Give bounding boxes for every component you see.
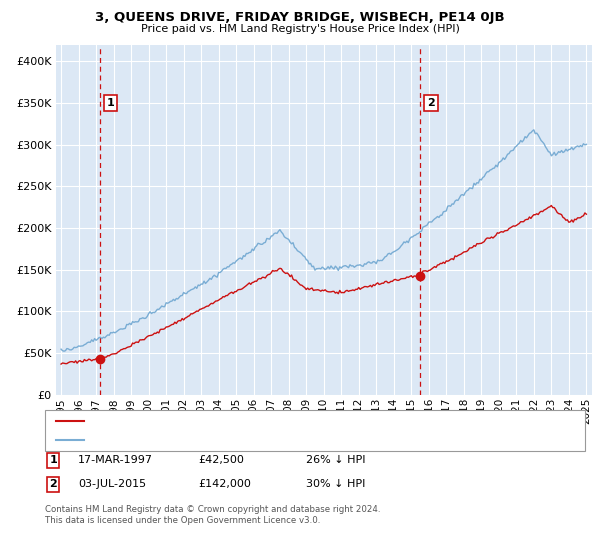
Text: £42,500: £42,500 [198, 455, 244, 465]
Text: 3, QUEENS DRIVE, FRIDAY BRIDGE, WISBECH, PE14 0JB: 3, QUEENS DRIVE, FRIDAY BRIDGE, WISBECH,… [95, 11, 505, 24]
Text: 3, QUEENS DRIVE, FRIDAY BRIDGE, WISBECH, PE14 0JB (detached house): 3, QUEENS DRIVE, FRIDAY BRIDGE, WISBECH,… [91, 417, 449, 426]
Text: 2: 2 [427, 98, 435, 108]
Text: 26% ↓ HPI: 26% ↓ HPI [306, 455, 365, 465]
Text: Price paid vs. HM Land Registry's House Price Index (HPI): Price paid vs. HM Land Registry's House … [140, 24, 460, 34]
Text: 17-MAR-1997: 17-MAR-1997 [78, 455, 153, 465]
Text: 03-JUL-2015: 03-JUL-2015 [78, 479, 146, 489]
Text: 2: 2 [49, 479, 57, 489]
Text: Contains HM Land Registry data © Crown copyright and database right 2024.
This d: Contains HM Land Registry data © Crown c… [45, 505, 380, 525]
Text: HPI: Average price, detached house, Fenland: HPI: Average price, detached house, Fenl… [91, 435, 311, 445]
Text: 1: 1 [107, 98, 115, 108]
Text: £142,000: £142,000 [198, 479, 251, 489]
Text: 1: 1 [49, 455, 57, 465]
Text: 30% ↓ HPI: 30% ↓ HPI [306, 479, 365, 489]
